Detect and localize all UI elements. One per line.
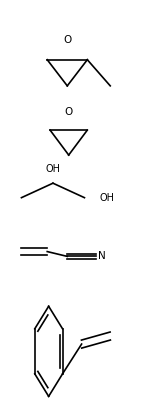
Text: OH: OH xyxy=(45,164,60,173)
Text: O: O xyxy=(63,34,71,45)
Text: OH: OH xyxy=(99,193,114,202)
Text: N: N xyxy=(98,252,106,261)
Text: O: O xyxy=(65,107,73,117)
